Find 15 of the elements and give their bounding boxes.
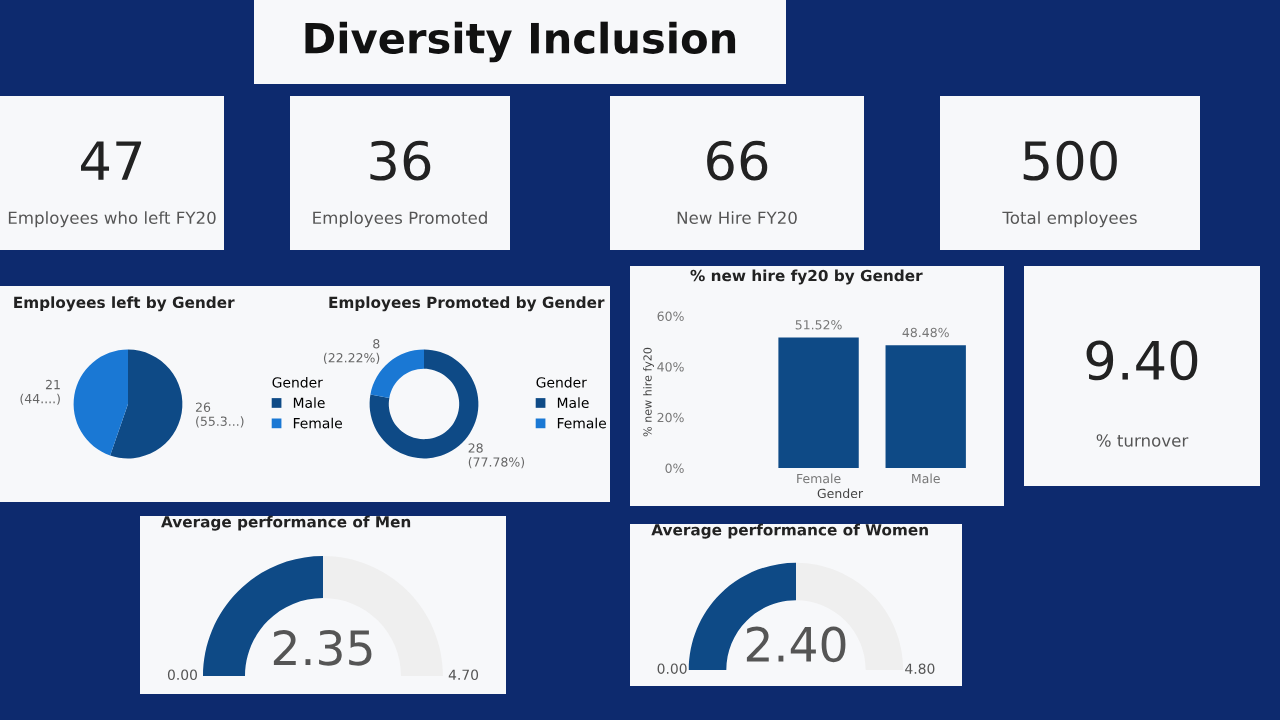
text: 66 xyxy=(707,140,768,181)
text: Total employees xyxy=(1002,211,1137,228)
text: 36 xyxy=(370,140,431,181)
pie-slice xyxy=(110,349,183,459)
pie-slice xyxy=(73,349,128,456)
text: 2.35 xyxy=(273,629,372,666)
text: New Hire FY20 xyxy=(677,211,797,225)
text: Employees Promoted xyxy=(313,211,487,228)
text: 9.40 xyxy=(1086,340,1198,381)
text: Employees who left FY20 xyxy=(8,211,216,228)
text: 2.40 xyxy=(746,626,846,663)
text: 47 xyxy=(81,141,142,180)
text: Diversity Inclusion xyxy=(305,21,736,63)
text: % turnover xyxy=(1096,434,1189,447)
text: 500 xyxy=(1023,140,1117,181)
